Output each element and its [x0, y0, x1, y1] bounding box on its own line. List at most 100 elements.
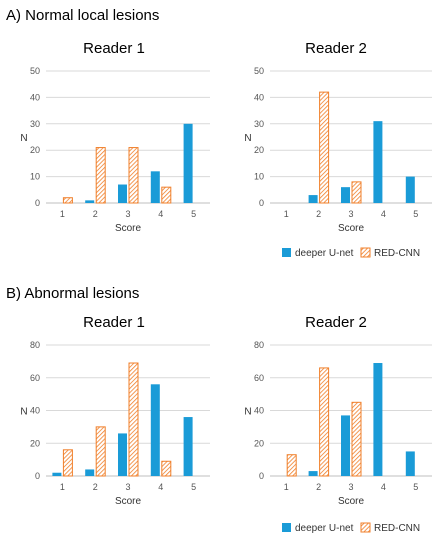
- y-tick-label: 10: [254, 172, 264, 182]
- bar-red-cnn: [351, 181, 362, 204]
- bar-deeper-unet: [52, 472, 62, 476]
- bar-red-cnn: [351, 401, 362, 477]
- legend-swatch-deeper-unet: [282, 523, 291, 532]
- x-tick-label: 4: [158, 482, 163, 492]
- y-tick-label: 80: [254, 340, 264, 350]
- bar-deeper-unet: [150, 384, 160, 476]
- x-tick-label: 1: [284, 482, 289, 492]
- y-tick-label: 20: [254, 438, 264, 448]
- bar-deeper-unet: [341, 415, 350, 476]
- y-tick-label: 50: [30, 66, 40, 76]
- chart-title: Reader 2: [305, 314, 367, 331]
- bar-red-cnn: [161, 460, 172, 477]
- y-tick-label: 20: [30, 145, 40, 155]
- x-tick-label: 3: [348, 482, 353, 492]
- bar-deeper-unet: [183, 123, 193, 203]
- bar-deeper-unet: [85, 200, 95, 203]
- x-tick-label: 3: [125, 209, 130, 219]
- y-tick-label: 20: [30, 438, 40, 448]
- y-tick-label: 30: [30, 119, 40, 129]
- y-tick-label: 40: [30, 406, 40, 416]
- y-tick-label: 10: [30, 172, 40, 182]
- y-tick-label: 40: [30, 92, 40, 102]
- x-tick-label: 4: [381, 482, 386, 492]
- chart-title: Reader 2: [305, 40, 367, 57]
- legend-label: RED-CNN: [374, 248, 420, 259]
- x-tick-label: 2: [316, 209, 321, 219]
- y-tick-label: 60: [30, 373, 40, 383]
- y-tick-label: 20: [254, 145, 264, 155]
- y-tick-label: 80: [30, 340, 40, 350]
- chart-1: Reader 2 0 10 20 30 40 50 1 2 3 4 5 Score N: [244, 40, 432, 234]
- chart-2: Reader 1 0 20 40 60 80 1 2 3 4 5 Score N: [20, 314, 210, 507]
- y-tick-label: 40: [254, 92, 264, 102]
- x-tick-label: 5: [191, 209, 196, 219]
- y-tick-label: 0: [259, 198, 264, 208]
- x-tick-label: 4: [381, 209, 386, 219]
- bar-red-cnn: [95, 426, 106, 477]
- y-tick-label: 50: [254, 66, 264, 76]
- bar-red-cnn: [95, 147, 106, 204]
- legend-label: deeper U-net: [295, 248, 354, 259]
- chart-0: Reader 1 0 10 20 30 40 50 1 2 3 4 5 Score N: [20, 40, 210, 234]
- x-tick-label: 2: [93, 209, 98, 219]
- legend-swatch-red-cnn: [360, 247, 371, 258]
- chart-title: Reader 1: [83, 314, 145, 331]
- x-tick-label: 1: [60, 209, 65, 219]
- y-tick-label: 60: [254, 373, 264, 383]
- y-axis-label: N: [20, 133, 27, 144]
- bar-deeper-unet: [308, 195, 318, 203]
- legend: deeper U-net RED-CNN: [282, 522, 420, 534]
- x-axis-label: Score: [115, 223, 142, 234]
- x-axis-label: Score: [338, 223, 365, 234]
- bar-red-cnn: [319, 91, 330, 204]
- section-title-b: B) Abnormal lesions: [6, 285, 140, 302]
- bar-deeper-unet: [373, 121, 383, 203]
- y-tick-label: 0: [259, 471, 264, 481]
- bar-deeper-unet: [150, 171, 160, 203]
- x-axis-label: Score: [338, 496, 365, 507]
- y-tick-label: 30: [254, 119, 264, 129]
- y-tick-label: 40: [254, 406, 264, 416]
- y-tick-label: 0: [35, 198, 40, 208]
- legend: deeper U-net RED-CNN: [282, 247, 420, 259]
- bar-red-cnn: [62, 197, 73, 204]
- bar-red-cnn: [161, 186, 172, 204]
- bar-deeper-unet: [405, 451, 415, 476]
- x-tick-label: 5: [413, 482, 418, 492]
- x-tick-label: 5: [191, 482, 196, 492]
- bar-red-cnn: [128, 362, 139, 477]
- x-tick-label: 2: [316, 482, 321, 492]
- x-tick-label: 2: [93, 482, 98, 492]
- chart-3: Reader 2 0 20 40 60 80 1 2 3 4 5 Score N: [244, 314, 432, 507]
- x-axis-label: Score: [115, 496, 142, 507]
- x-tick-label: 1: [60, 482, 65, 492]
- x-tick-label: 3: [348, 209, 353, 219]
- bar-deeper-unet: [183, 417, 193, 476]
- bar-red-cnn: [62, 449, 73, 477]
- y-axis-label: N: [244, 133, 251, 144]
- section-title-a: A) Normal local lesions: [6, 7, 160, 24]
- bar-deeper-unet: [341, 187, 350, 203]
- y-axis-label: N: [20, 407, 27, 418]
- bar-deeper-unet: [373, 363, 383, 476]
- x-tick-label: 1: [284, 209, 289, 219]
- x-tick-label: 4: [158, 209, 163, 219]
- chart-title: Reader 1: [83, 40, 145, 57]
- bar-deeper-unet: [405, 176, 415, 203]
- y-axis-label: N: [244, 407, 251, 418]
- x-tick-label: 5: [413, 209, 418, 219]
- bar-deeper-unet: [308, 471, 318, 476]
- bar-red-cnn: [286, 454, 297, 477]
- y-tick-label: 0: [35, 471, 40, 481]
- legend-label: deeper U-net: [295, 523, 354, 534]
- legend-label: RED-CNN: [374, 523, 420, 534]
- bar-deeper-unet: [85, 469, 95, 476]
- bar-red-cnn: [128, 147, 139, 204]
- bar-red-cnn: [319, 367, 330, 477]
- x-tick-label: 3: [125, 482, 130, 492]
- bar-deeper-unet: [118, 184, 127, 203]
- legend-swatch-red-cnn: [360, 522, 371, 533]
- bar-deeper-unet: [118, 433, 127, 476]
